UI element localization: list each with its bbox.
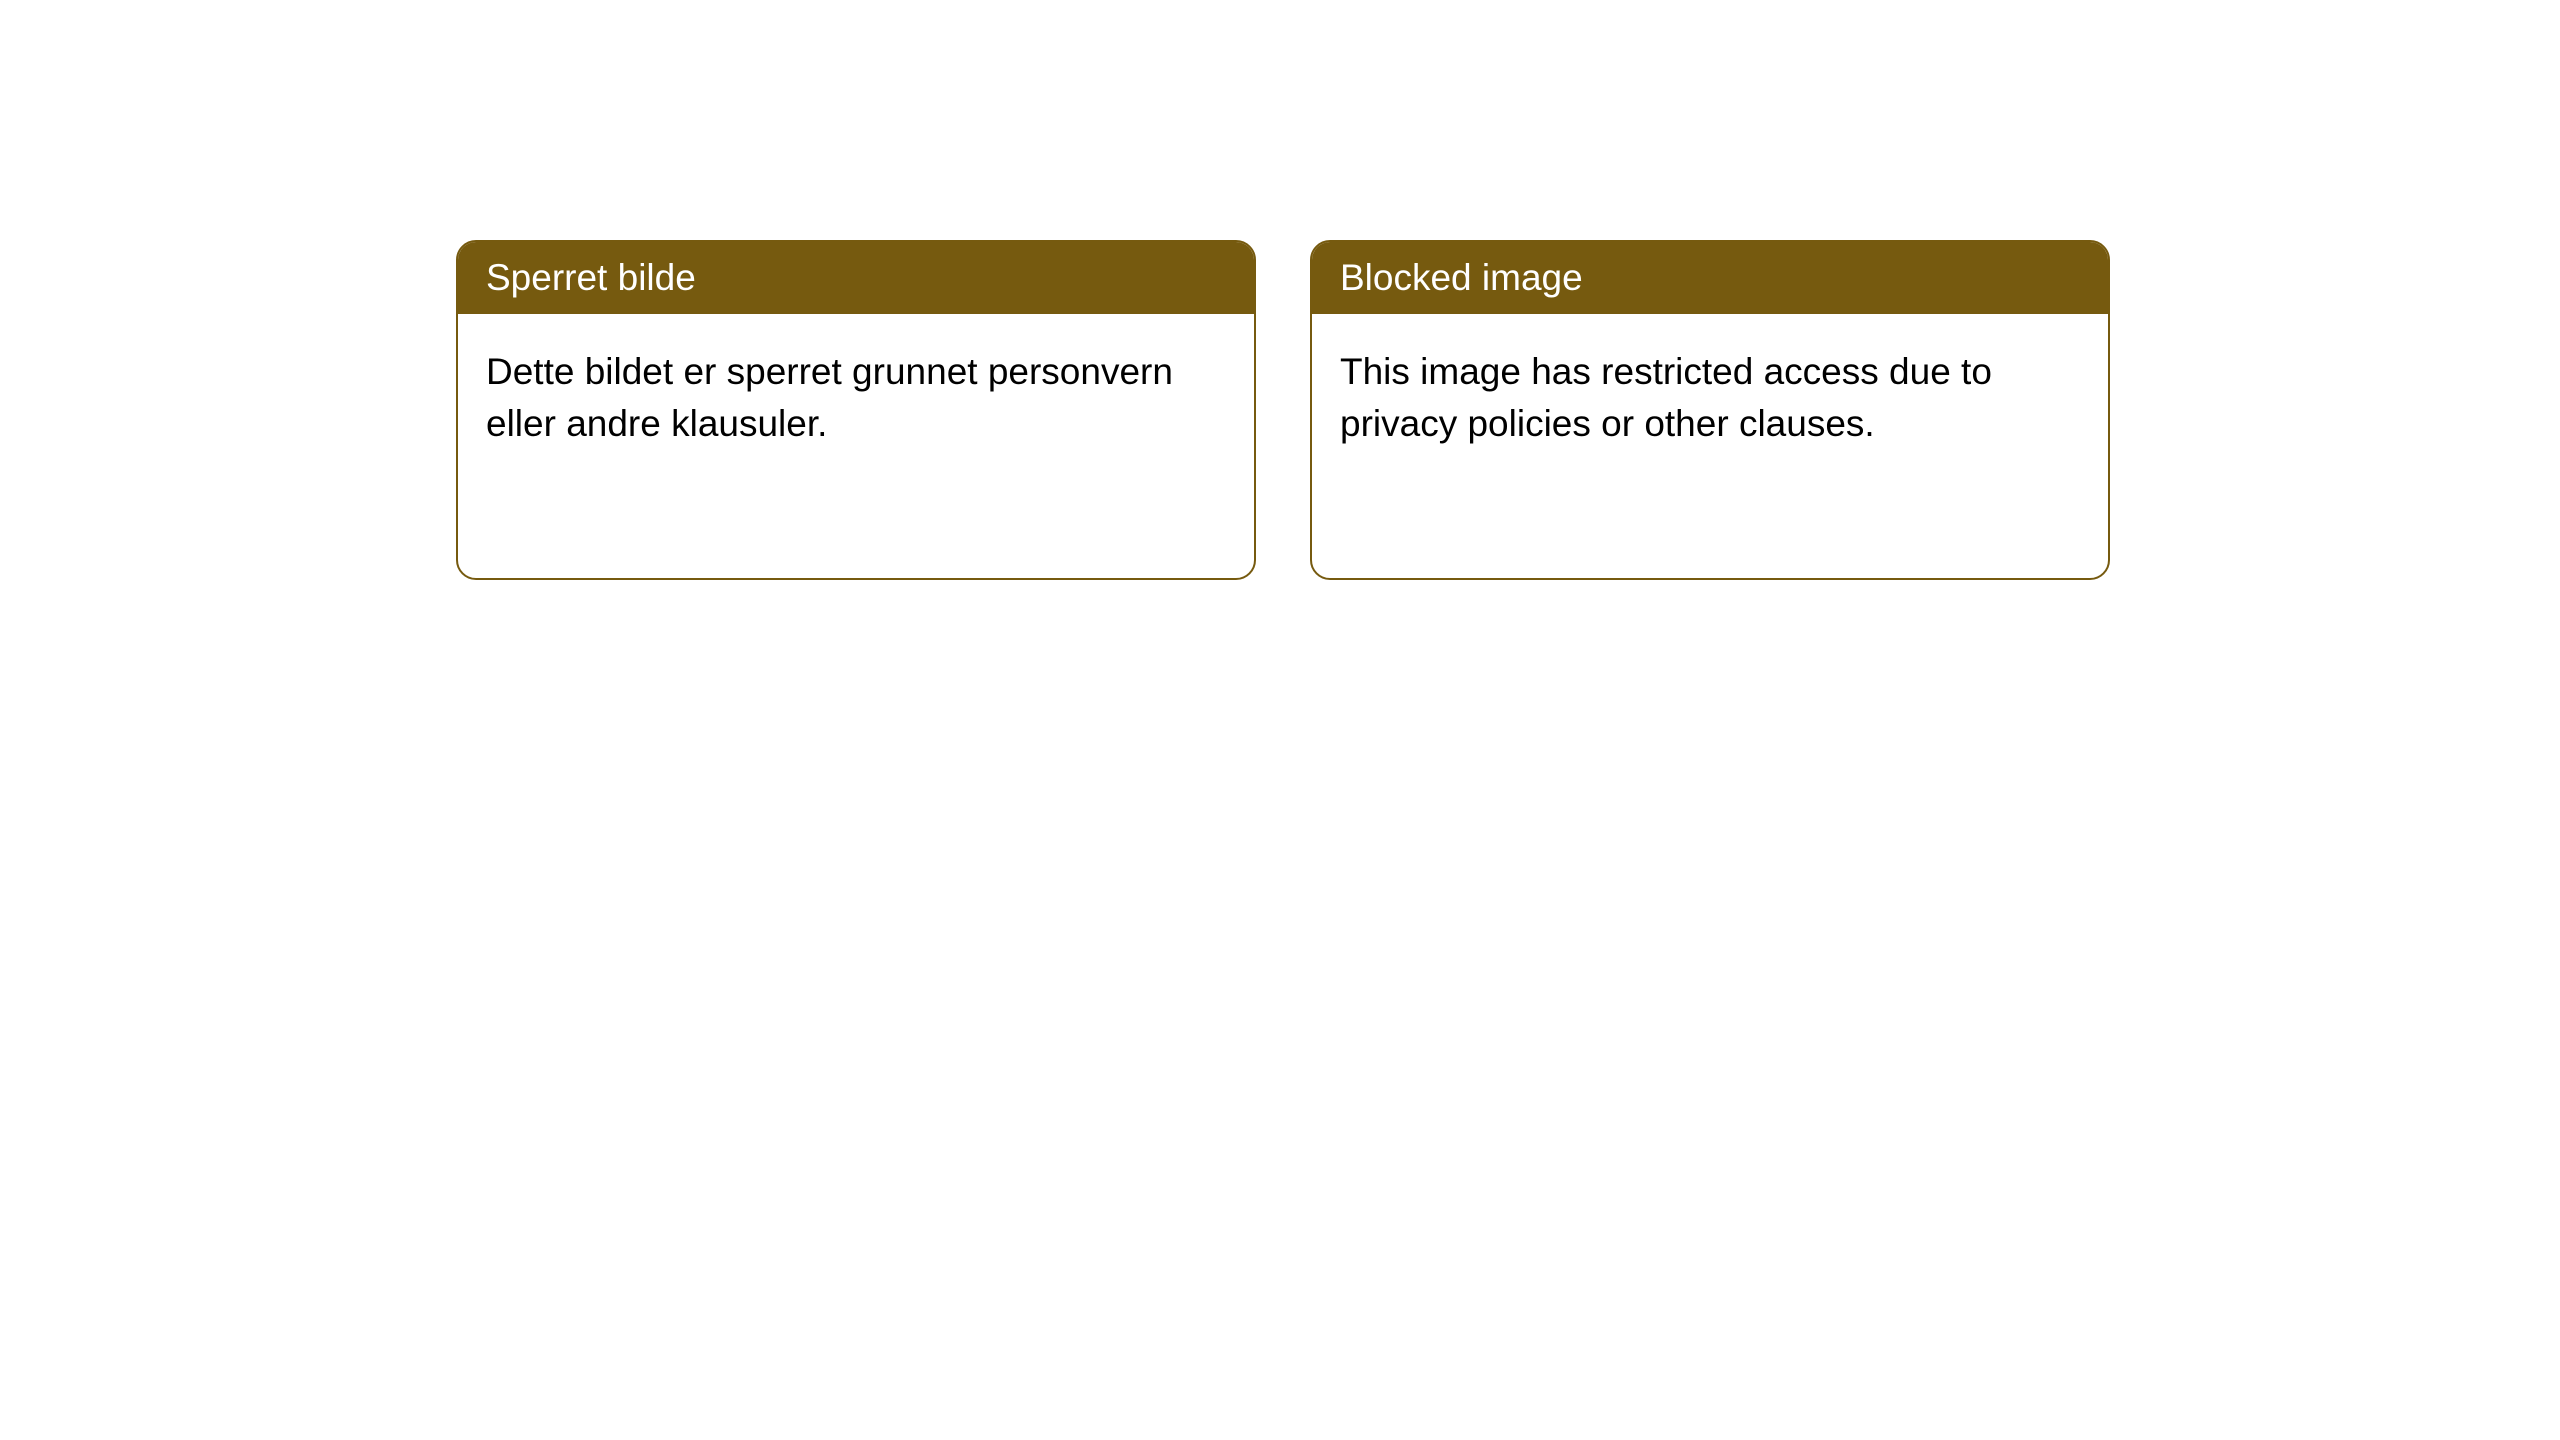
card-header: Sperret bilde [458,242,1254,314]
card-header: Blocked image [1312,242,2108,314]
blocked-image-card-en: Blocked image This image has restricted … [1310,240,2110,580]
card-body: This image has restricted access due to … [1312,314,2108,578]
card-body: Dette bildet er sperret grunnet personve… [458,314,1254,578]
cards-container: Sperret bilde Dette bildet er sperret gr… [0,0,2560,580]
blocked-image-card-no: Sperret bilde Dette bildet er sperret gr… [456,240,1256,580]
